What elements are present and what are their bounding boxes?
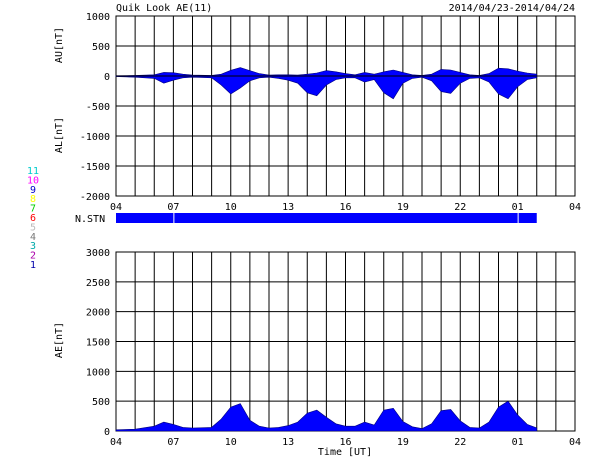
y-tick-label: 1000	[86, 12, 110, 23]
station-bar	[116, 213, 537, 223]
ae-data	[115, 400, 538, 432]
station-count-11: 11	[27, 166, 39, 177]
y-tick-label: -1500	[80, 162, 110, 173]
figure-title: Quik Look AE(11)	[116, 3, 212, 14]
station-count-2: 2	[30, 251, 36, 262]
station-count-5: 5	[30, 222, 36, 233]
y-tick-label: -500	[86, 102, 110, 113]
ae-x-ticks: 04 07 10 13 16 19 22 01 04	[110, 437, 581, 448]
series-area-0	[115, 67, 538, 77]
ae-y-ticks: 3000 2500 2000 1500 1000 500 0	[86, 248, 110, 438]
station-count-10: 10	[27, 175, 39, 186]
y-tick-label: 500	[92, 397, 110, 408]
station-count-9: 9	[30, 185, 36, 196]
au-al-grid	[115, 15, 576, 197]
station-count-7: 7	[30, 204, 36, 215]
x-tick-label: 22	[454, 437, 466, 448]
x-tick-label: 07	[167, 202, 179, 213]
x-tick-label: 04	[569, 437, 581, 448]
y-tick-label: 2000	[86, 308, 110, 319]
x-tick-label: 01	[512, 202, 524, 213]
date-range: 2014/04/23-2014/04/24	[449, 3, 575, 14]
station-bar-segment	[174, 213, 518, 223]
y-tick-label: 1000	[86, 367, 110, 378]
al-axis-label: AL[nT]	[54, 117, 65, 153]
station-bar-label: N.STN	[75, 214, 105, 225]
x-tick-label: 10	[225, 437, 237, 448]
x-tick-label: 10	[225, 202, 237, 213]
x-tick-label: 13	[282, 202, 294, 213]
au-axis-label: AU[nT]	[54, 27, 65, 63]
station-count-6: 6	[30, 213, 36, 224]
y-tick-label: 500	[92, 42, 110, 53]
y-tick-label: 1500	[86, 338, 110, 349]
ae-axis-label: AE[nT]	[54, 322, 65, 358]
x-tick-label: 04	[110, 437, 122, 448]
y-tick-label: -1000	[80, 132, 110, 143]
x-tick-label: 19	[397, 437, 409, 448]
station-bar-segment	[518, 213, 537, 223]
au-al-y-ticks: 1000 500 0 -500 -1000 -1500 -2000	[80, 12, 110, 203]
au-al-x-ticks: 04 07 10 13 16 19 22 01 04	[110, 202, 581, 213]
station-bar-segment	[116, 213, 174, 223]
x-tick-label: 01	[512, 437, 524, 448]
y-tick-label: 2500	[86, 278, 110, 289]
x-tick-label: 04	[110, 202, 122, 213]
y-tick-label: 0	[104, 72, 110, 83]
au-al-data	[115, 67, 575, 100]
x-axis-label: Time [UT]	[318, 447, 372, 458]
x-tick-label: 16	[339, 202, 351, 213]
x-tick-label: 16	[339, 437, 351, 448]
series-area-0	[115, 400, 538, 432]
station-count-8: 8	[30, 194, 36, 205]
series-area-1	[115, 75, 538, 100]
station-count-3: 3	[30, 241, 36, 252]
au-al-panel: 1000 500 0 -500 -1000 -1500 -2000 04 07 10 13 16 19…	[54, 12, 581, 213]
y-tick-label: 3000	[86, 248, 110, 259]
y-tick-label: 0	[104, 427, 110, 438]
x-tick-label: 07	[167, 437, 179, 448]
station-count-1: 1	[30, 260, 36, 271]
station-count-4: 4	[30, 232, 36, 243]
x-tick-label: 22	[454, 202, 466, 213]
x-tick-label: 13	[282, 437, 294, 448]
x-tick-label: 04	[569, 202, 581, 213]
y-tick-label: -2000	[80, 192, 110, 203]
x-tick-label: 19	[397, 202, 409, 213]
